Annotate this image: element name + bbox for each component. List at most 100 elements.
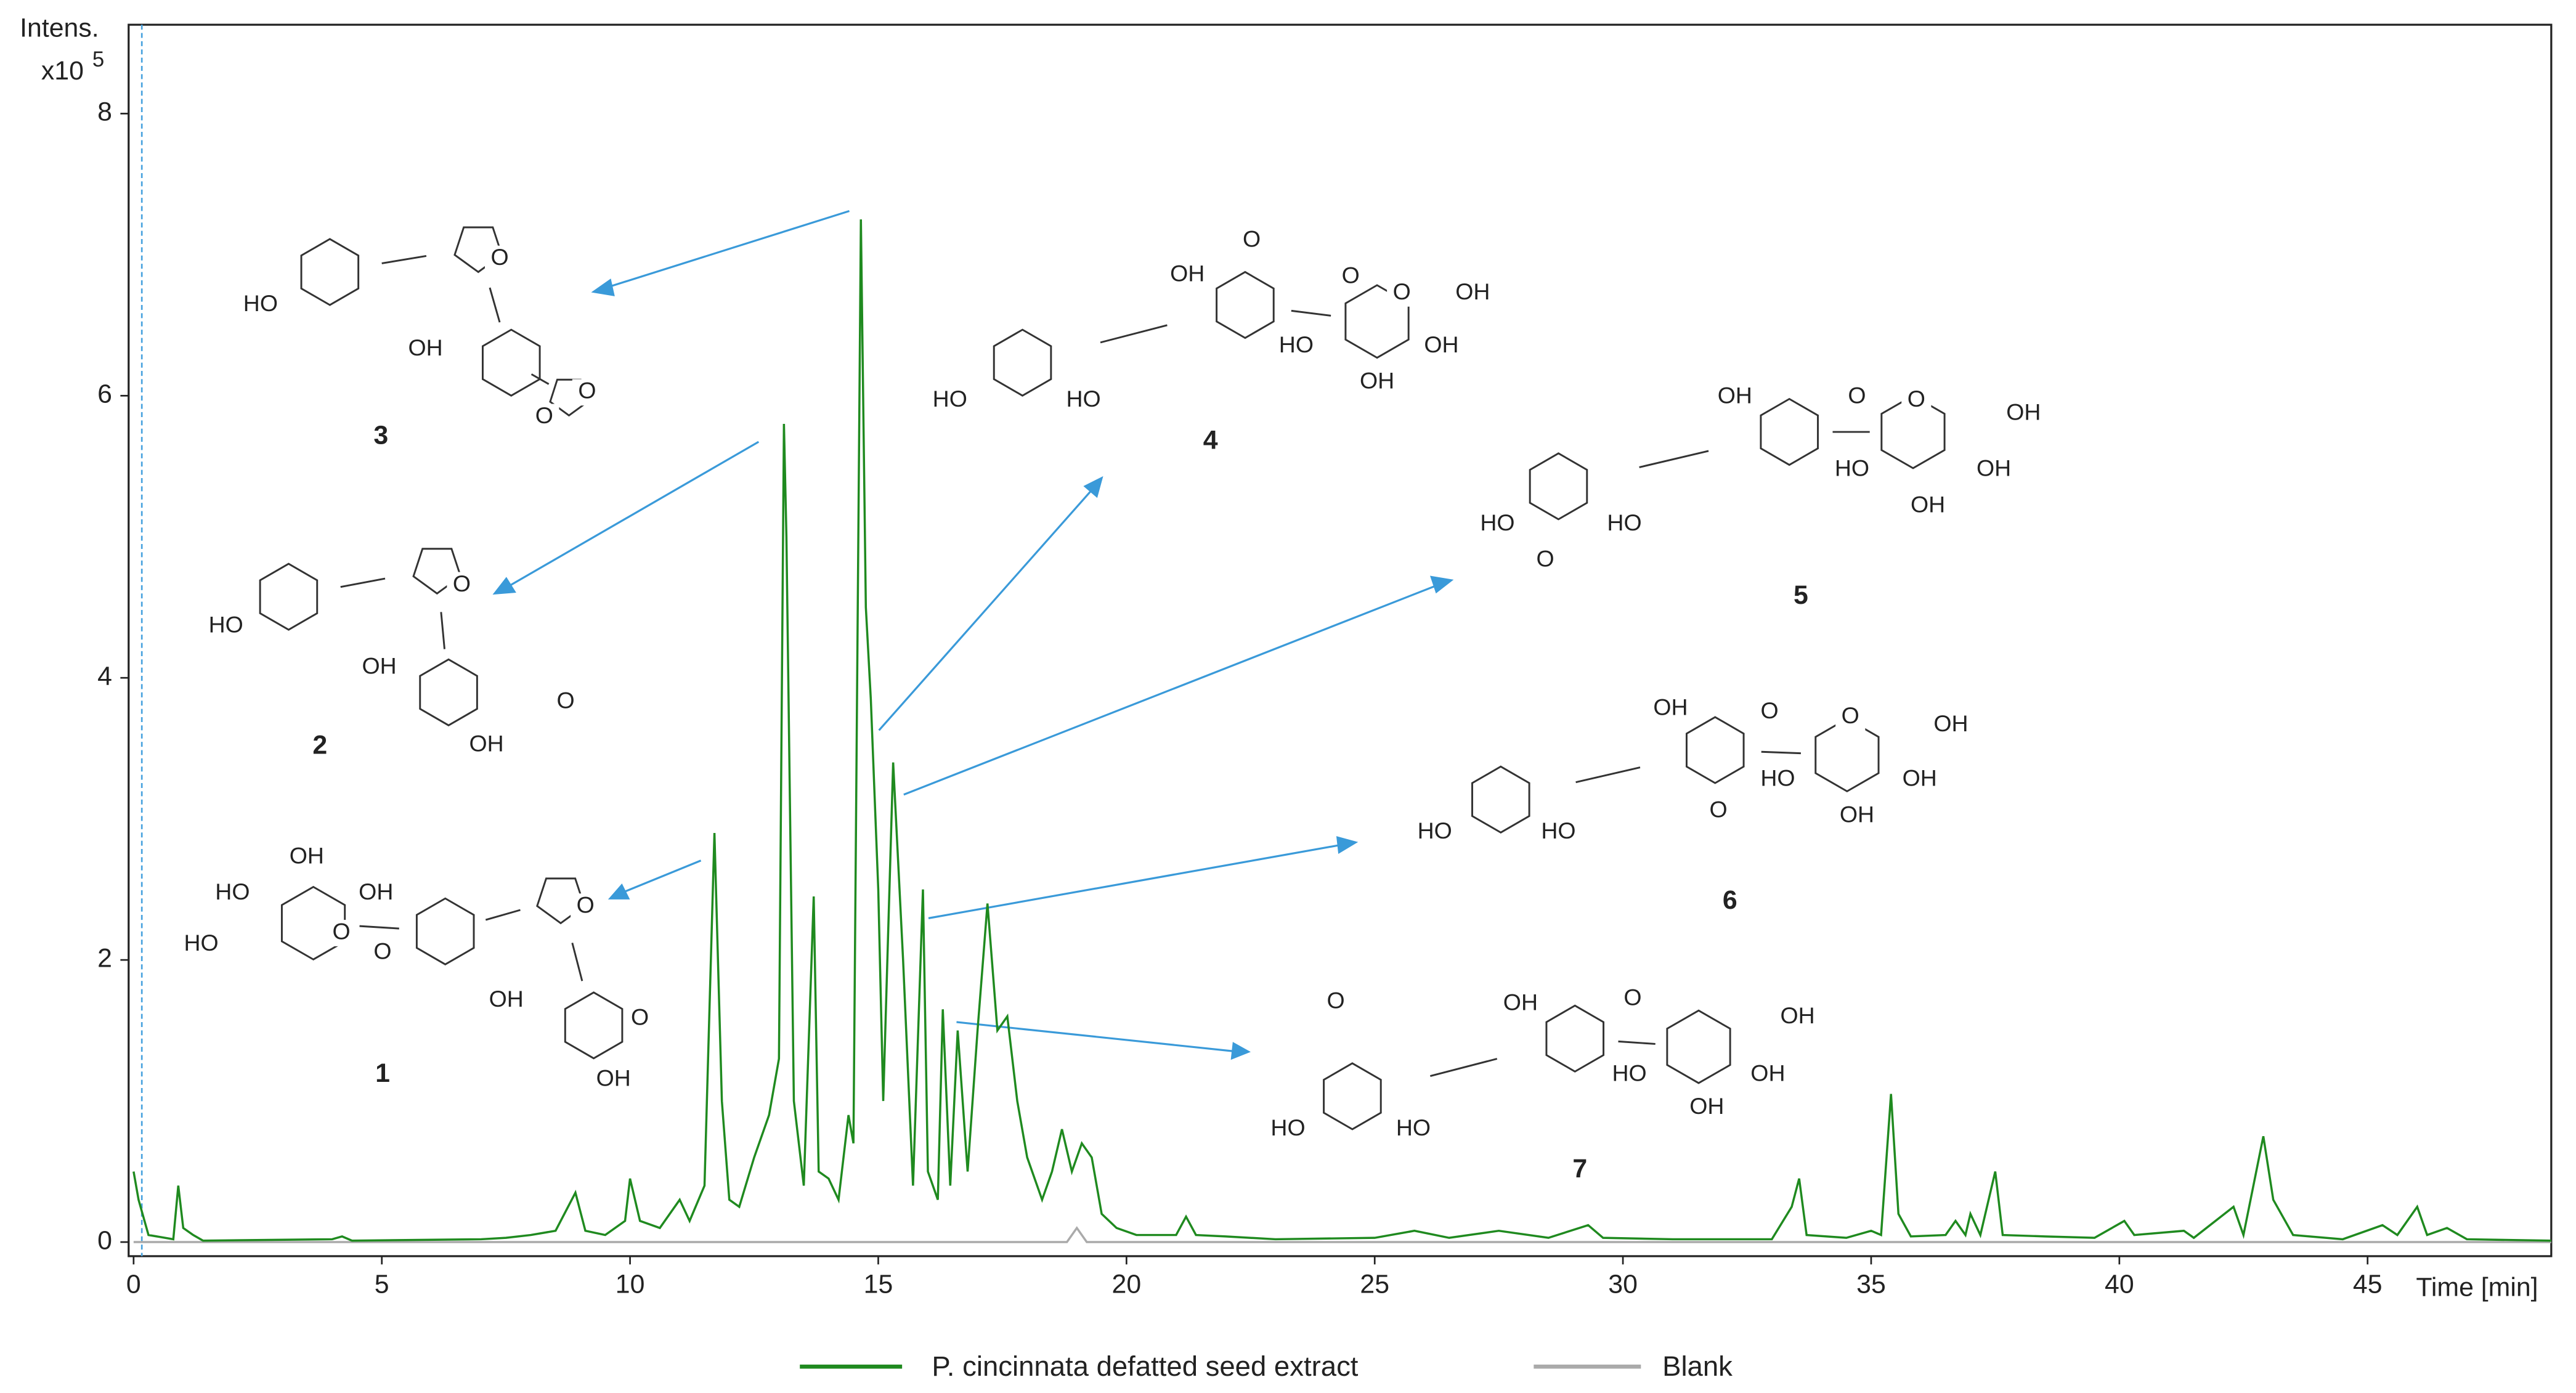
atom-label: OH — [489, 986, 524, 1012]
bond — [381, 254, 427, 264]
atom-label: HO — [933, 386, 967, 412]
arrow-head — [607, 883, 630, 900]
x-tick-label: 35 — [1856, 1269, 1886, 1299]
bond — [340, 577, 386, 588]
bond — [359, 925, 399, 930]
arrow-head — [1230, 1042, 1251, 1060]
atom-label: OH — [1750, 1060, 1785, 1086]
compound-number: 2 — [312, 730, 327, 760]
ring — [1760, 397, 1819, 466]
label-bg — [364, 654, 394, 681]
arrow-head — [1083, 476, 1103, 498]
ring — [1685, 716, 1745, 784]
label-bg — [529, 404, 559, 431]
atom-label: HO — [1541, 818, 1575, 843]
ring — [564, 991, 624, 1060]
atom-label: O — [1842, 702, 1859, 728]
structure — [259, 548, 478, 727]
label-bg — [245, 291, 276, 319]
atom-label: OH — [596, 1065, 631, 1091]
label-bg — [326, 920, 357, 946]
label-bg — [1482, 511, 1513, 538]
label-bg — [551, 689, 581, 716]
atom-label: HO — [243, 290, 278, 316]
ring — [481, 328, 541, 397]
atom-label: OH — [1840, 801, 1874, 827]
ring — [1216, 270, 1275, 339]
atom-label: OH — [1933, 710, 1968, 736]
arrow — [928, 843, 1346, 919]
label-bg — [1753, 1062, 1783, 1088]
label-bg — [211, 613, 241, 640]
label-bg — [1979, 457, 2009, 483]
atom-label: O — [453, 571, 471, 596]
label-bg — [598, 1066, 628, 1094]
label-bg — [1068, 387, 1099, 414]
label-bg — [1720, 384, 1750, 411]
atom-label: OH — [1424, 331, 1458, 357]
label-bg — [1543, 819, 1574, 846]
arrow-head — [1336, 836, 1359, 855]
label-bg — [1614, 1062, 1644, 1088]
x-tick-label: 45 — [2353, 1269, 2383, 1299]
label-bg — [1617, 986, 1648, 1012]
atom-label: OH — [1903, 765, 1937, 791]
structure — [280, 877, 624, 1060]
atom-label: OH — [1718, 383, 1752, 408]
atom-label: HO — [1607, 510, 1641, 535]
label-bg — [410, 336, 441, 363]
atom-label: O — [1536, 546, 1554, 572]
y-tick-label: 0 — [97, 1225, 112, 1255]
compound-number: 7 — [1572, 1154, 1587, 1184]
atom-label: O — [557, 688, 575, 713]
label-bg — [1704, 798, 1734, 824]
series-line — [132, 219, 2551, 1242]
ring — [415, 897, 475, 966]
label-bg — [186, 931, 216, 958]
y-multiplier-exp: 5 — [92, 48, 104, 71]
label-bg — [1387, 280, 1417, 307]
arrow — [603, 209, 850, 290]
structure — [1323, 1004, 1731, 1131]
ring — [1323, 1062, 1382, 1131]
arrow — [878, 485, 1096, 731]
atom-label: O — [333, 918, 351, 944]
x-tick-label: 15 — [864, 1269, 893, 1299]
label-bg — [1237, 227, 1267, 254]
label-bg — [935, 387, 965, 414]
label-bg — [291, 843, 322, 871]
y-tick-label: 6 — [97, 380, 112, 409]
label-bg — [1904, 766, 1935, 794]
atom-label: OH — [1360, 368, 1394, 394]
label-bg — [1336, 264, 1366, 290]
arrow — [504, 441, 760, 590]
atom-label: HO — [1760, 765, 1795, 791]
atom-label: O — [490, 244, 508, 270]
structure — [993, 270, 1410, 397]
bond — [1575, 766, 1641, 784]
atom-label: OH — [1503, 989, 1538, 1015]
atom-label: OH — [1911, 491, 1945, 517]
label-bg — [1362, 369, 1392, 396]
label-bg — [571, 893, 601, 920]
label-bg — [1458, 280, 1488, 307]
arrow-head — [1430, 575, 1454, 594]
label-bg — [1426, 333, 1457, 360]
atom-label: O — [1342, 262, 1360, 288]
label-bg — [217, 880, 248, 907]
atom-label: O — [535, 402, 553, 428]
atom-label: OH — [1781, 1002, 1815, 1028]
ring — [1344, 284, 1410, 359]
atom-label: OH — [408, 335, 442, 360]
atom-label: OH — [2006, 399, 2041, 425]
label-bg — [1842, 803, 1872, 829]
label-bg — [1837, 457, 1867, 483]
y-tick-label: 2 — [97, 943, 112, 973]
compound-number: 1 — [375, 1058, 390, 1088]
bond — [489, 287, 501, 323]
atom-label: HO — [215, 879, 250, 904]
structure — [300, 226, 589, 417]
label-bg — [1172, 262, 1203, 289]
